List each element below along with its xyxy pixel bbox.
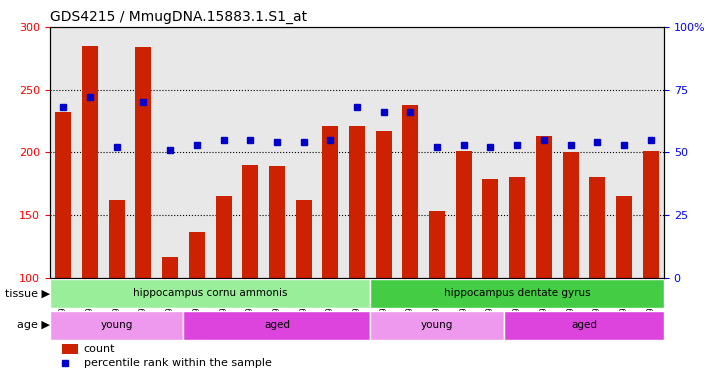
Bar [188,232,205,278]
Text: hippocampus cornu ammonis: hippocampus cornu ammonis [133,288,288,298]
Bar [429,211,445,278]
FancyBboxPatch shape [371,311,504,340]
Text: tissue ▶: tissue ▶ [5,288,50,298]
Text: count: count [84,344,115,354]
Bar [269,166,285,278]
Bar [616,196,632,278]
Text: young: young [421,320,453,330]
Bar [296,200,311,278]
Text: hippocampus dentate gyrus: hippocampus dentate gyrus [444,288,590,298]
FancyBboxPatch shape [183,311,371,340]
Text: aged: aged [571,320,597,330]
Bar [216,196,231,278]
Bar [62,344,78,354]
Bar [483,179,498,278]
Bar [136,47,151,278]
Text: young: young [101,320,133,330]
Text: age ▶: age ▶ [17,320,50,330]
Bar [55,112,71,278]
Bar [589,177,605,278]
Bar [456,151,472,278]
Text: aged: aged [264,320,290,330]
FancyBboxPatch shape [50,279,371,308]
Bar [563,152,578,278]
Bar [376,131,392,278]
Bar [536,136,552,278]
FancyBboxPatch shape [504,311,664,340]
Bar [643,151,659,278]
Bar [242,165,258,278]
FancyBboxPatch shape [371,279,664,308]
Bar [82,46,98,278]
Text: GDS4215 / MmugDNA.15883.1.S1_at: GDS4215 / MmugDNA.15883.1.S1_at [50,10,307,25]
Bar [322,126,338,278]
Bar [403,104,418,278]
Text: percentile rank within the sample: percentile rank within the sample [84,358,271,367]
Bar [509,177,526,278]
Bar [349,126,365,278]
Bar [109,200,125,278]
Bar [162,257,178,278]
FancyBboxPatch shape [50,311,183,340]
